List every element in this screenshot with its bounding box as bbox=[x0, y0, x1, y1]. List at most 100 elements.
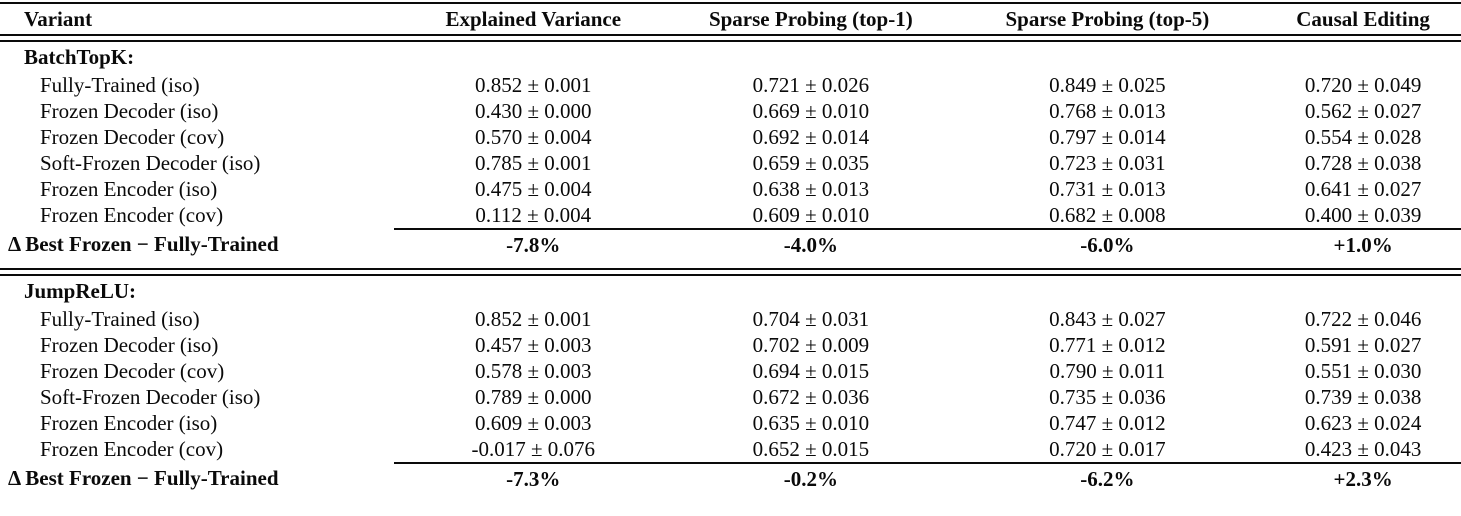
value-cell: 0.731 ± 0.013 bbox=[1049, 176, 1166, 201]
delta-row: Δ Best Frozen − Fully-Trained -7.3% -0.2… bbox=[0, 462, 1461, 494]
column-header-explained-variance: Explained Variance bbox=[445, 6, 622, 31]
column-header-causal-editing: Causal Editing bbox=[1296, 6, 1430, 31]
value-cell: -0.017 ± 0.076 bbox=[471, 436, 596, 461]
variant-cell: Frozen Encoder (iso) bbox=[40, 410, 218, 435]
value-cell: 0.112 ± 0.004 bbox=[475, 202, 592, 227]
value-cell: 0.722 ± 0.046 bbox=[1304, 306, 1422, 331]
value-cell: 0.797 ± 0.014 bbox=[1049, 124, 1166, 149]
value-cell: 0.578 ± 0.003 bbox=[474, 358, 592, 383]
value-cell: 0.641 ± 0.027 bbox=[1304, 176, 1422, 201]
value-cell: 0.723 ± 0.031 bbox=[1049, 150, 1166, 175]
variant-cell: Frozen Decoder (iso) bbox=[40, 332, 219, 357]
variant-cell: Soft-Frozen Decoder (iso) bbox=[40, 384, 261, 409]
variant-cell: Soft-Frozen Decoder (iso) bbox=[40, 150, 261, 175]
column-header-variant: Variant bbox=[24, 6, 93, 31]
delta-value-cell: -7.8% bbox=[394, 228, 673, 260]
delta-label-cell: Δ Best Frozen − Fully-Trained bbox=[8, 232, 279, 256]
value-cell: 0.475 ± 0.004 bbox=[474, 176, 592, 201]
section-double-rule bbox=[0, 268, 1461, 276]
table-row: Frozen Encoder (iso) 0.475 ± 0.004 0.638… bbox=[0, 176, 1461, 202]
value-cell: 0.609 ± 0.010 bbox=[752, 202, 870, 227]
section-label: BatchTopK: bbox=[24, 44, 135, 69]
value-cell: 0.551 ± 0.030 bbox=[1304, 358, 1422, 383]
value-cell: 0.591 ± 0.027 bbox=[1304, 332, 1422, 357]
delta-value-cell: -7.3% bbox=[394, 462, 673, 494]
value-cell: 0.694 ± 0.015 bbox=[752, 358, 870, 383]
value-cell: 0.771 ± 0.012 bbox=[1049, 332, 1166, 357]
value-cell: 0.609 ± 0.003 bbox=[474, 410, 592, 435]
value-cell: 0.785 ± 0.001 bbox=[474, 150, 592, 175]
value-cell: 0.423 ± 0.043 bbox=[1304, 436, 1422, 461]
value-cell: 0.789 ± 0.000 bbox=[474, 384, 592, 409]
value-cell: 0.623 ± 0.024 bbox=[1304, 410, 1422, 435]
variant-cell: Frozen Encoder (iso) bbox=[40, 176, 218, 201]
value-cell: 0.720 ± 0.049 bbox=[1304, 72, 1422, 97]
variant-cell: Frozen Decoder (cov) bbox=[40, 358, 225, 383]
table-row: Fully-Trained (iso) 0.852 ± 0.001 0.704 … bbox=[0, 306, 1461, 332]
delta-row: Δ Best Frozen − Fully-Trained -7.8% -4.0… bbox=[0, 228, 1461, 260]
header-double-rule bbox=[0, 34, 1461, 42]
header-row: Variant Explained Variance Sparse Probin… bbox=[0, 3, 1461, 34]
value-cell: 0.652 ± 0.015 bbox=[752, 436, 870, 461]
value-cell: 0.852 ± 0.001 bbox=[474, 306, 592, 331]
variant-cell: Frozen Decoder (cov) bbox=[40, 124, 225, 149]
column-header-sparse-probing-top5: Sparse Probing (top-5) bbox=[1005, 6, 1210, 31]
delta-value-cell: -4.0% bbox=[672, 228, 950, 260]
table-row: Frozen Decoder (iso) 0.457 ± 0.003 0.702… bbox=[0, 332, 1461, 358]
value-cell: 0.400 ± 0.039 bbox=[1304, 202, 1422, 227]
variant-cell: Frozen Encoder (cov) bbox=[40, 437, 224, 461]
value-cell: 0.638 ± 0.013 bbox=[752, 176, 870, 201]
column-header-sparse-probing-top1: Sparse Probing (top-1) bbox=[708, 6, 913, 31]
table-row: Frozen Decoder (cov) 0.570 ± 0.004 0.692… bbox=[0, 124, 1461, 150]
delta-label-cell: Δ Best Frozen − Fully-Trained bbox=[8, 466, 279, 490]
value-cell: 0.739 ± 0.038 bbox=[1304, 384, 1422, 409]
value-cell: 0.843 ± 0.027 bbox=[1049, 306, 1166, 331]
header-rule-row bbox=[0, 34, 1461, 42]
delta-value-cell: -6.0% bbox=[949, 228, 1266, 260]
value-cell: 0.554 ± 0.028 bbox=[1304, 124, 1422, 149]
value-cell: 0.659 ± 0.035 bbox=[752, 150, 870, 175]
delta-value-cell: -0.2% bbox=[672, 462, 950, 494]
table-row: Frozen Encoder (cov) -0.017 ± 0.076 0.65… bbox=[0, 436, 1461, 463]
value-cell: 0.635 ± 0.010 bbox=[752, 410, 870, 435]
table-row: Frozen Decoder (iso) 0.430 ± 0.000 0.669… bbox=[0, 98, 1461, 124]
table-row: Frozen Decoder (cov) 0.578 ± 0.003 0.694… bbox=[0, 358, 1461, 384]
paper-table-page: Variant Explained Variance Sparse Probin… bbox=[0, 2, 1461, 494]
variant-cell: Fully-Trained (iso) bbox=[40, 306, 200, 331]
section-label: JumpReLU: bbox=[24, 278, 137, 303]
delta-value-cell: +2.3% bbox=[1265, 462, 1461, 494]
value-cell: 0.702 ± 0.009 bbox=[752, 332, 870, 357]
value-cell: 0.747 ± 0.012 bbox=[1049, 410, 1166, 435]
table-row: Fully-Trained (iso) 0.852 ± 0.001 0.721 … bbox=[0, 72, 1461, 98]
value-cell: 0.849 ± 0.025 bbox=[1049, 72, 1166, 97]
table-row: Frozen Encoder (cov) 0.112 ± 0.004 0.609… bbox=[0, 202, 1461, 229]
value-cell: 0.692 ± 0.014 bbox=[752, 124, 870, 149]
value-cell: 0.457 ± 0.003 bbox=[474, 332, 592, 357]
value-cell: 0.562 ± 0.027 bbox=[1304, 98, 1422, 123]
value-cell: 0.720 ± 0.017 bbox=[1049, 436, 1166, 461]
variant-cell: Frozen Encoder (cov) bbox=[40, 203, 224, 227]
variant-cell: Frozen Decoder (iso) bbox=[40, 98, 219, 123]
value-cell: 0.672 ± 0.036 bbox=[752, 384, 870, 409]
table-row: Soft-Frozen Decoder (iso) 0.789 ± 0.000 … bbox=[0, 384, 1461, 410]
table-row: Soft-Frozen Decoder (iso) 0.785 ± 0.001 … bbox=[0, 150, 1461, 176]
delta-value-cell: -6.2% bbox=[949, 462, 1266, 494]
value-cell: 0.728 ± 0.038 bbox=[1304, 150, 1422, 175]
value-cell: 0.768 ± 0.013 bbox=[1049, 98, 1166, 123]
section-header-row: JumpReLU: bbox=[0, 276, 1461, 306]
value-cell: 0.669 ± 0.010 bbox=[752, 98, 870, 123]
value-cell: 0.721 ± 0.026 bbox=[752, 72, 870, 97]
value-cell: 0.852 ± 0.001 bbox=[474, 72, 592, 97]
table-row: Frozen Encoder (iso) 0.609 ± 0.003 0.635… bbox=[0, 410, 1461, 436]
variant-cell: Fully-Trained (iso) bbox=[40, 72, 200, 97]
value-cell: 0.704 ± 0.031 bbox=[752, 306, 870, 331]
value-cell: 0.570 ± 0.004 bbox=[474, 124, 592, 149]
results-table: Variant Explained Variance Sparse Probin… bbox=[0, 2, 1461, 494]
value-cell: 0.430 ± 0.000 bbox=[474, 98, 592, 123]
value-cell: 0.790 ± 0.011 bbox=[1049, 358, 1166, 383]
delta-value-cell: +1.0% bbox=[1265, 228, 1461, 260]
value-cell: 0.682 ± 0.008 bbox=[1049, 202, 1166, 227]
value-cell: 0.735 ± 0.036 bbox=[1049, 384, 1166, 409]
section-header-row: BatchTopK: bbox=[0, 42, 1461, 72]
section-rule-row bbox=[0, 260, 1461, 276]
